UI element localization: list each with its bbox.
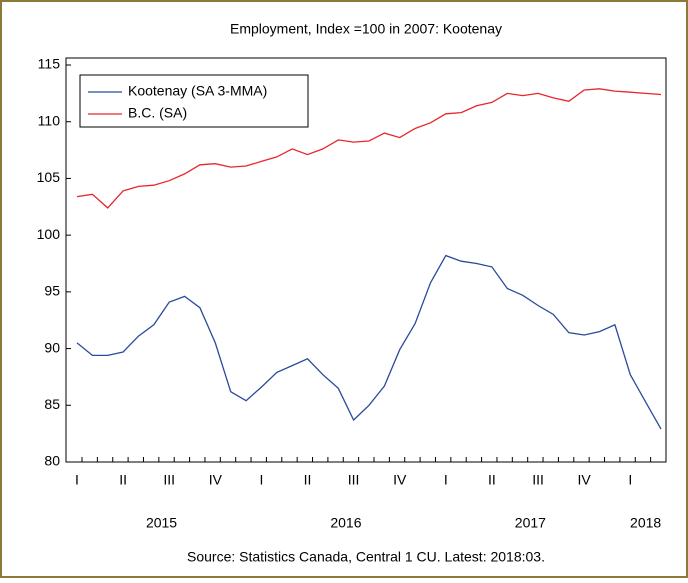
x-tick-label: III — [532, 472, 544, 488]
y-tick-label: 100 — [37, 226, 61, 242]
year-label: 2017 — [515, 515, 546, 531]
year-label: 2018 — [630, 515, 661, 531]
x-tick-label: I — [259, 472, 263, 488]
x-tick-label: III — [348, 472, 360, 488]
year-label: 2015 — [146, 515, 177, 531]
legend-label: Kootenay (SA 3-MMA) — [128, 83, 267, 99]
x-tick-label: IV — [209, 472, 223, 488]
series-line — [76, 254, 662, 430]
x-tick-label: IV — [393, 472, 407, 488]
y-tick-label: 115 — [38, 56, 61, 72]
y-tick-label: 80 — [44, 453, 60, 469]
x-tick-label: III — [163, 472, 175, 488]
x-tick-label: I — [628, 472, 632, 488]
legend-label: B.C. (SA) — [128, 105, 187, 121]
x-tick-label: II — [304, 472, 312, 488]
series-line — [76, 88, 662, 209]
y-tick-label: 110 — [38, 112, 61, 128]
chart-title: Employment, Index =100 in 2007: Kootenay — [230, 21, 502, 37]
x-tick-label: II — [119, 472, 127, 488]
y-tick-label: 90 — [44, 339, 60, 355]
year-label: 2016 — [330, 515, 361, 531]
x-tick-label: IV — [578, 472, 592, 488]
y-tick-label: 95 — [44, 283, 60, 299]
legend-box — [79, 74, 309, 128]
x-tick-label: II — [488, 472, 496, 488]
x-tick-label: I — [444, 472, 448, 488]
plot-frame — [65, 57, 667, 463]
y-tick-label: 85 — [44, 396, 60, 412]
source: Source: Statistics Canada, Central 1 CU.… — [187, 549, 545, 565]
y-tick-label: 105 — [37, 169, 61, 185]
x-tick-label: I — [75, 472, 79, 488]
